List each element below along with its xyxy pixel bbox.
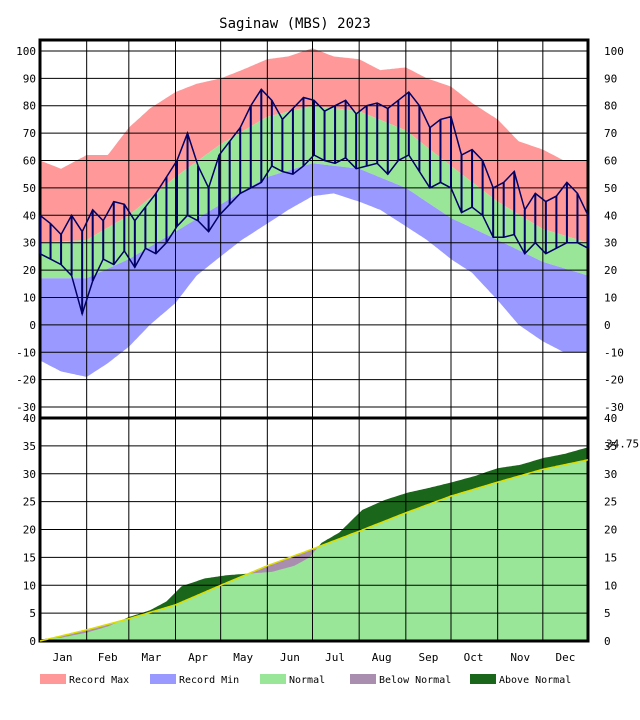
temp-ytick-left: 80 — [23, 100, 36, 113]
precip-ytick-left: 15 — [23, 551, 36, 564]
temp-ytick-right: 90 — [604, 72, 617, 85]
precip-ytick-right: 25 — [604, 496, 617, 509]
legend-label-3: Below Normal — [379, 675, 451, 686]
legend-label-4: Above Normal — [499, 675, 571, 686]
chart-title: Saginaw (MBS) 2023 — [219, 16, 371, 32]
temp-ytick-right: 70 — [604, 127, 617, 140]
month-label-apr: Apr — [188, 651, 208, 664]
below-normal-area — [40, 459, 588, 641]
precip-ytick-right: 30 — [604, 468, 617, 481]
month-label-sep: Sep — [418, 651, 438, 664]
temp-ytick-left: 100 — [16, 45, 36, 58]
precip-frame — [38, 416, 590, 643]
temp-ytick-right: 50 — [604, 182, 617, 195]
temp-ytick-left: 30 — [23, 237, 36, 250]
month-label-mar: Mar — [141, 651, 161, 664]
precip-ytick-left: 30 — [23, 468, 36, 481]
temp-ytick-right: -30 — [604, 401, 624, 414]
precip-ytick-right: 10 — [604, 579, 617, 592]
temp-ytick-right: 100 — [604, 45, 624, 58]
temp-ytick-right: 10 — [604, 291, 617, 304]
temp-ytick-right: 30 — [604, 237, 617, 250]
month-label-oct: Oct — [464, 651, 484, 664]
temp-ytick-left: 20 — [23, 264, 36, 277]
precip-ytick-left: 20 — [23, 524, 36, 537]
precip-ytick-right: 15 — [604, 551, 617, 564]
temp-ytick-left: 10 — [23, 291, 36, 304]
temperature-panel: -30 -30 -20 -20 -10 -10 0 0 10 10 20 20 30 30 40 40 50 50… — [16, 38, 624, 420]
precip-ytick-left: 35 — [23, 440, 36, 453]
temp-ytick-left: -30 — [16, 401, 36, 414]
month-labels: Jan Feb Mar Apr May Jun Jul Aug Sep Oct Nov Dec — [53, 651, 576, 664]
legend-swatch-1 — [150, 674, 176, 684]
precip-ytick-right: 35 — [604, 440, 617, 453]
observed-high-line — [39, 88, 589, 236]
legend-swatch-2 — [260, 674, 286, 684]
precip-ytick-right: 40 — [604, 412, 617, 425]
month-label-dec: Dec — [555, 651, 575, 664]
temp-ytick-right: 60 — [604, 155, 617, 168]
temp-ytick-left: 60 — [23, 155, 36, 168]
temp-ytick-left: 40 — [23, 209, 36, 222]
precip-normal-line — [39, 459, 589, 642]
legend-label-2: Normal — [289, 675, 325, 686]
legend-label-1: Record Min — [179, 675, 239, 686]
month-label-jan: Jan — [53, 651, 73, 664]
temp-ytick-right: -20 — [604, 374, 624, 387]
temp-ytick-right: 40 — [604, 209, 617, 222]
temp-ytick-right: 80 — [604, 100, 617, 113]
precip-ytick-right: 20 — [604, 524, 617, 537]
legend-swatch-0 — [40, 674, 66, 684]
month-label-aug: Aug — [372, 651, 392, 664]
month-label-jun: Jun — [280, 651, 300, 664]
month-label-jul: Jul — [325, 651, 345, 664]
temp-ytick-right: -10 — [604, 346, 624, 359]
month-label-feb: Feb — [98, 651, 118, 664]
precip-ytick-right: 5 — [604, 607, 611, 620]
legend: Record Max Record Min Normal Below Normal Ab… — [40, 674, 571, 686]
legend-swatch-4 — [470, 674, 496, 684]
temp-ytick-left: 50 — [23, 182, 36, 195]
month-label-may: May — [233, 651, 253, 664]
legend-swatch-3 — [350, 674, 376, 684]
temp-ytick-left: -10 — [16, 346, 36, 359]
precip-ytick-left: 25 — [23, 496, 36, 509]
observed-low-line — [39, 154, 589, 317]
temp-ytick-left: -20 — [16, 374, 36, 387]
precip-ytick-left: 40 — [23, 412, 36, 425]
temp-ytick-left: 0 — [29, 319, 36, 332]
precip-ytick-right: 0 — [604, 635, 611, 648]
precip-final-value: 34.75 — [606, 437, 639, 450]
temp-ytick-right: 0 — [604, 319, 611, 332]
temp-ytick-left: 70 — [23, 127, 36, 140]
temp-ytick-left: 90 — [23, 72, 36, 85]
precip-ytick-left: 5 — [29, 607, 36, 620]
precipitation-panel: 0 0 5 5 10 10 15 15 20 20 25 25 30 30 35 35 40 40 34.75 — [23, 412, 639, 648]
precip-ytick-left: 0 — [29, 635, 36, 648]
temp-ytick-right: 20 — [604, 264, 617, 277]
month-label-nov: Nov — [510, 651, 530, 664]
precip-ytick-left: 10 — [23, 579, 36, 592]
legend-label-0: Record Max — [69, 675, 129, 686]
